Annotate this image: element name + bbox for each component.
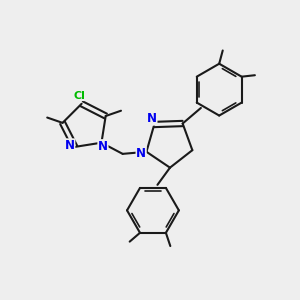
Text: N: N xyxy=(147,112,157,125)
Text: N: N xyxy=(136,147,146,160)
Text: Cl: Cl xyxy=(74,91,86,100)
Text: N: N xyxy=(65,139,75,152)
Text: N: N xyxy=(98,140,108,153)
